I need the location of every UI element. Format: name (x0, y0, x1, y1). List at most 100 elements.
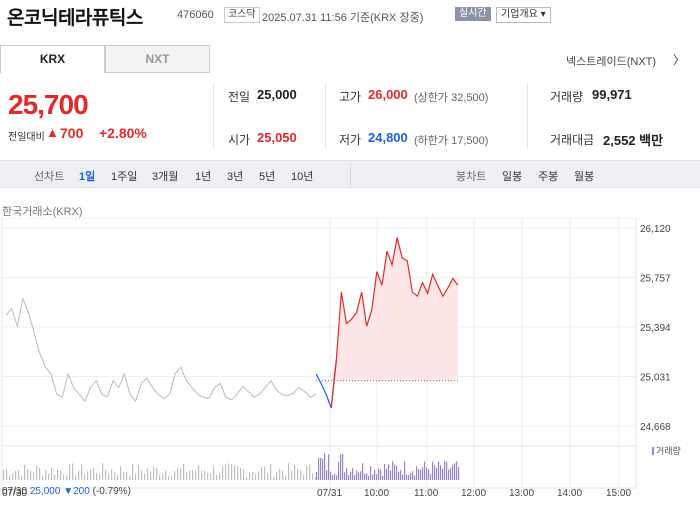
volume-bar (344, 472, 346, 480)
volume-bar (264, 466, 266, 480)
volume-bar (303, 475, 305, 480)
volume-bar (270, 463, 272, 480)
volume-bar (204, 470, 206, 480)
stock-code: 476060 (177, 9, 214, 21)
volume-bar (410, 473, 412, 480)
volume-bar (141, 470, 143, 480)
x-tick-label: 13:00 (509, 488, 534, 499)
volume-bar (159, 475, 161, 480)
volume-bar (30, 471, 32, 480)
prev-day-summary: 07/30 25,000 ▼200 (-0.79%) (2, 486, 131, 497)
chevron-right-icon[interactable]: 〉 (673, 53, 686, 67)
volume-bar (406, 474, 408, 480)
volume-bar (168, 475, 170, 480)
volume-bar (358, 472, 360, 480)
volume-bar (285, 475, 287, 480)
line-chart-label: 선차트 (34, 171, 65, 183)
candle-daily[interactable]: 일봉 (502, 171, 523, 183)
volume-bar (424, 461, 426, 480)
volume-bar (368, 475, 370, 480)
tab-krx[interactable]: KRX (0, 45, 105, 73)
lower-limit: (하한가 17,500) (414, 135, 489, 147)
tab-nxt[interactable]: NXT (105, 45, 210, 73)
volume-label: 거래량 (550, 90, 584, 104)
period-3m[interactable]: 3개월 (152, 171, 179, 183)
volume-bar (237, 466, 239, 480)
volume-bar (135, 473, 137, 480)
volume-bar (177, 467, 179, 480)
volume-bar (213, 466, 215, 480)
volume-bar (96, 473, 98, 480)
volume-bar (428, 469, 430, 480)
volume-bar (416, 466, 418, 480)
prev-day-change-pct: (-0.79%) (92, 486, 131, 497)
volume-legend-swatch (652, 447, 654, 455)
period-3y[interactable]: 3년 (227, 171, 244, 183)
volume-bar (288, 463, 290, 480)
volume-bar (54, 474, 56, 480)
nextrade-link[interactable]: 넥스트레이드(NXT) (566, 56, 657, 68)
volume-bar (24, 464, 26, 480)
volume-bar (328, 454, 330, 480)
volume-bar (300, 470, 302, 480)
volume-bar (180, 467, 182, 480)
volume-bar (267, 473, 269, 480)
period-bar: 선차트 1일 1주일 3개월 1년 3년 5년 10년 봉차트 일봉 주봉 월봉 (0, 160, 700, 188)
volume-bar (51, 467, 53, 480)
period-1y[interactable]: 1년 (195, 171, 212, 183)
volume-bar (114, 472, 116, 480)
candle-monthly[interactable]: 월봉 (574, 171, 595, 183)
volume-bar (117, 474, 119, 480)
volume-bar (249, 472, 251, 480)
candle-weekly[interactable]: 주봉 (538, 171, 559, 183)
volume-bar (234, 464, 236, 480)
volume-bar (436, 468, 438, 480)
volume-bar (261, 467, 263, 480)
volume-bar (342, 454, 344, 480)
volume-bar (225, 464, 227, 480)
period-1d[interactable]: 1일 (79, 171, 96, 183)
volume-bar (336, 475, 338, 480)
y-tick-label: 25,031 (640, 373, 671, 384)
volume-bar (432, 461, 434, 480)
volume-bar (334, 473, 336, 480)
volume-bar (255, 473, 257, 480)
volume-bar (45, 470, 47, 480)
volume-bar (348, 475, 350, 480)
volume-bar (412, 471, 414, 480)
high-value: 26,000 (368, 87, 408, 102)
volume-bar (386, 468, 388, 480)
volume-bar (3, 470, 5, 480)
volume-bar (60, 470, 62, 480)
volume-bar (276, 471, 278, 480)
period-5y[interactable]: 5년 (259, 171, 276, 183)
prev-close-label: 전일 (228, 90, 251, 104)
low-label: 저가 (339, 133, 362, 147)
period-1w[interactable]: 1주일 (111, 171, 138, 183)
divider (527, 83, 528, 148)
volume-bar (192, 470, 194, 480)
volume-bar (150, 471, 152, 480)
volume-bar (326, 470, 328, 480)
volume-value: 99,971 (592, 87, 632, 102)
volume-bar (93, 467, 95, 480)
volume-bar (306, 465, 308, 480)
y-tick-label: 25,757 (640, 274, 671, 285)
realtime-button[interactable]: 실시간 (455, 7, 491, 21)
volume-bar (105, 470, 107, 480)
divider (325, 83, 326, 148)
volume-bar (273, 476, 275, 480)
volume-bar (57, 469, 59, 480)
volume-bar (126, 472, 128, 480)
volume-bar (394, 464, 396, 480)
volume-bar (189, 470, 191, 480)
company-name: 온코닉테라퓨틱스 (7, 8, 143, 29)
volume-bar (99, 474, 101, 480)
volume-bar (111, 469, 113, 480)
period-10y[interactable]: 10년 (291, 171, 314, 183)
volume-bar (438, 461, 440, 480)
volume-bar (39, 467, 41, 480)
company-overview-button[interactable]: 기업개요 ▾ (496, 7, 551, 23)
volume-bar (452, 464, 454, 480)
